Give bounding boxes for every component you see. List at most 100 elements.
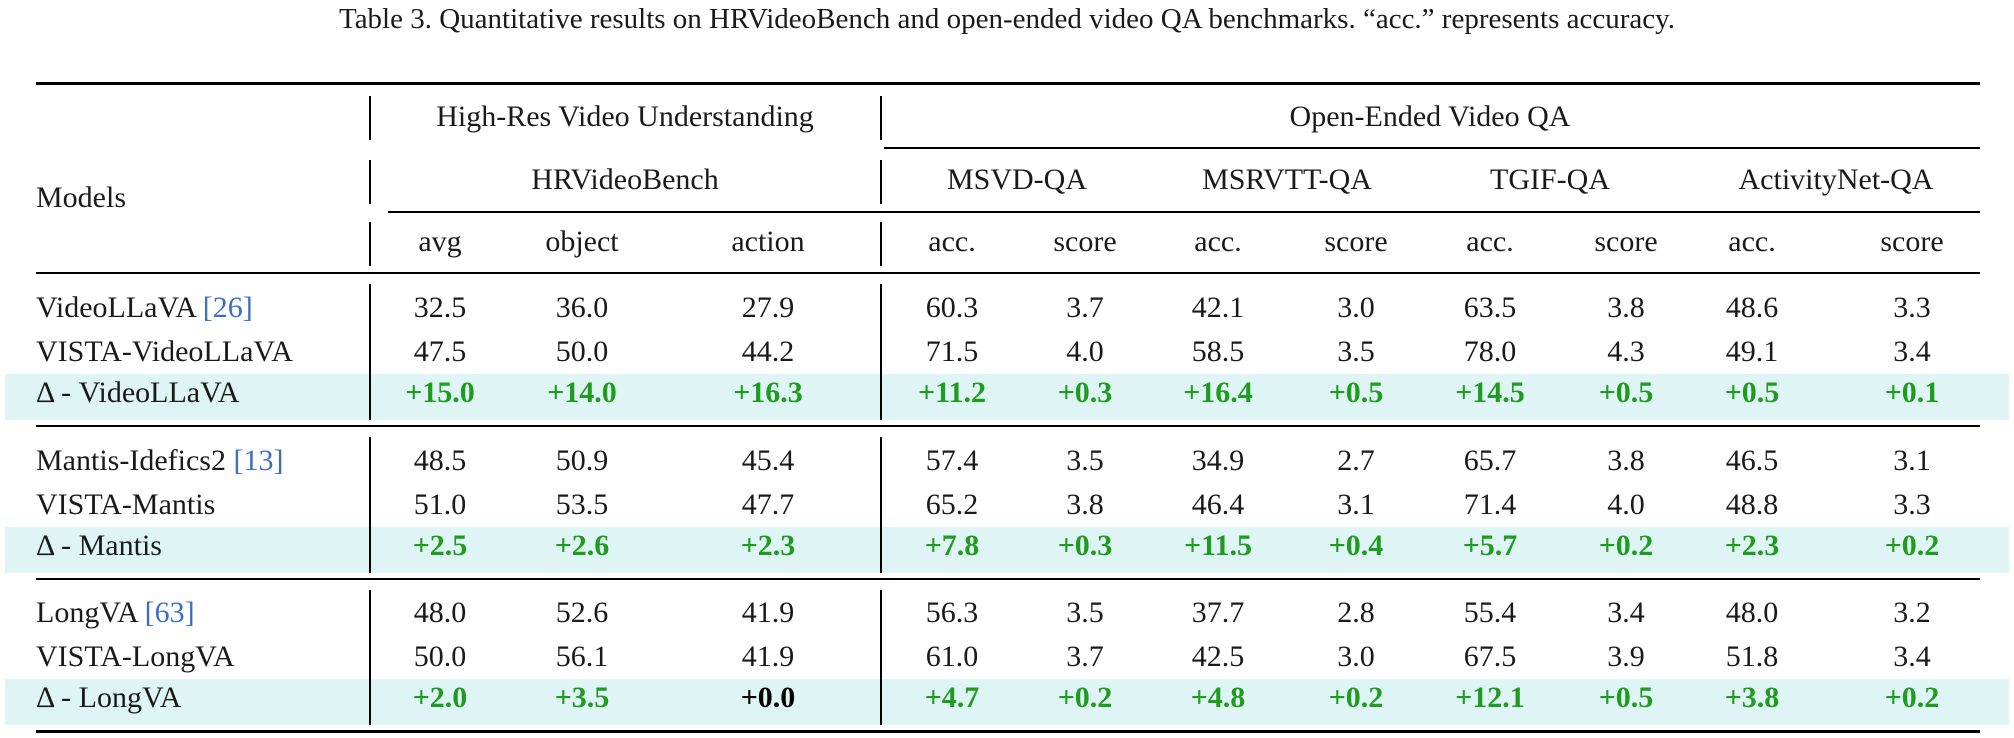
table-cell: 4.0 bbox=[1607, 488, 1645, 521]
metric-header: score bbox=[1594, 225, 1658, 258]
models-header: Models bbox=[36, 181, 126, 214]
table-cell: 3.8 bbox=[1607, 444, 1645, 477]
table-cell: 67.5 bbox=[1463, 640, 1517, 673]
table-cell: 3.1 bbox=[1337, 488, 1375, 521]
table-cell: 48.5 bbox=[413, 444, 467, 477]
bench-header-activitynet: ActivityNet-QA bbox=[1738, 163, 1934, 196]
table-cell: 48.8 bbox=[1725, 488, 1779, 521]
table-cell: 50.0 bbox=[413, 640, 467, 673]
bench-header-msvd: MSVD-QA bbox=[946, 163, 1088, 196]
table-cell: 3.0 bbox=[1337, 640, 1375, 673]
bottom-rule bbox=[36, 730, 1980, 733]
model-name-text: Mantis-Idefics2 bbox=[36, 444, 234, 477]
table-cell: 3.5 bbox=[1066, 444, 1104, 477]
group-rule-2 bbox=[36, 578, 1980, 580]
delta-cell: +0.3 bbox=[1057, 529, 1113, 562]
delta-cell: +0.2 bbox=[1057, 681, 1113, 714]
delta-cell: +3.5 bbox=[554, 681, 610, 714]
table-cell: 71.4 bbox=[1463, 488, 1517, 521]
table-cell: 50.0 bbox=[555, 335, 609, 368]
table-cell: 47.5 bbox=[413, 335, 467, 368]
metric-header: score bbox=[1880, 225, 1944, 258]
table-cell: 48.0 bbox=[413, 596, 467, 629]
table-caption: Table 3. Quantitative results on HRVideo… bbox=[339, 3, 1675, 35]
table-cell: 47.7 bbox=[741, 488, 795, 521]
table-cell: 3.8 bbox=[1607, 291, 1645, 324]
delta-cell: +4.8 bbox=[1190, 681, 1246, 714]
table-cell: 34.9 bbox=[1191, 444, 1245, 477]
table-cell: 42.1 bbox=[1191, 291, 1245, 324]
delta-cell: +0.2 bbox=[1598, 529, 1654, 562]
table-cell: 3.7 bbox=[1066, 291, 1104, 324]
metric-header: action bbox=[731, 225, 805, 258]
table-cell: 3.4 bbox=[1607, 596, 1645, 629]
model-name-text: VISTA-VideoLLaVA bbox=[36, 335, 293, 368]
table-cell: 3.5 bbox=[1066, 596, 1104, 629]
col-separator-open-ended bbox=[880, 590, 882, 725]
table-cell: 3.5 bbox=[1337, 335, 1375, 368]
col-separator-open-ended bbox=[880, 96, 882, 140]
table-cell: 61.0 bbox=[925, 640, 979, 673]
delta-cell: +7.8 bbox=[924, 529, 980, 562]
model-name-text: VISTA-LongVA bbox=[36, 640, 235, 673]
table-cell: 44.2 bbox=[741, 335, 795, 368]
group-header-open-ended: Open-Ended Video QA bbox=[1289, 100, 1571, 133]
model-name-text: LongVA bbox=[36, 596, 145, 629]
table-cell: 51.8 bbox=[1725, 640, 1779, 673]
model-name: VISTA-VideoLLaVA bbox=[36, 332, 293, 372]
delta-cell: +2.3 bbox=[1724, 529, 1780, 562]
metric-header: score bbox=[1053, 225, 1117, 258]
table-cell: 3.3 bbox=[1893, 291, 1931, 324]
table-cell: 2.7 bbox=[1337, 444, 1375, 477]
delta-cell: +5.7 bbox=[1462, 529, 1518, 562]
delta-cell: +11.5 bbox=[1184, 529, 1252, 562]
table-cell: 4.3 bbox=[1607, 335, 1645, 368]
table-cell: 51.0 bbox=[413, 488, 467, 521]
table-cell: 71.5 bbox=[925, 335, 979, 368]
delta-cell: +2.3 bbox=[740, 529, 796, 562]
col-separator-models bbox=[369, 160, 371, 204]
delta-cell: +0.5 bbox=[1328, 376, 1384, 409]
model-name-text: VISTA-Mantis bbox=[36, 488, 216, 521]
group-rule-1 bbox=[36, 425, 1980, 427]
table-cell: 48.0 bbox=[1725, 596, 1779, 629]
metric-header: avg bbox=[418, 225, 462, 258]
top-rule bbox=[36, 82, 1980, 85]
table-cell: 3.4 bbox=[1893, 640, 1931, 673]
col-separator-models bbox=[369, 590, 371, 725]
citation-link[interactable]: [63] bbox=[144, 596, 195, 629]
metric-header: acc. bbox=[928, 225, 976, 258]
table-cell: 52.6 bbox=[555, 596, 609, 629]
table-cell: 45.4 bbox=[741, 444, 795, 477]
col-separator-open-ended bbox=[880, 160, 882, 204]
metric-header: acc. bbox=[1728, 225, 1776, 258]
table-cell: 41.9 bbox=[741, 640, 795, 673]
citation-link[interactable]: [26] bbox=[202, 291, 253, 324]
model-name: Mantis-Idefics2 [13] bbox=[36, 441, 283, 481]
table-cell: 46.4 bbox=[1191, 488, 1245, 521]
group-header-high-res: High-Res Video Understanding bbox=[436, 100, 814, 133]
col-separator-open-ended bbox=[880, 437, 882, 573]
delta-row-label: Δ - Mantis bbox=[36, 529, 162, 562]
delta-cell: +3.8 bbox=[1724, 681, 1780, 714]
benchmark-rule bbox=[388, 211, 1980, 213]
table-cell: 56.1 bbox=[555, 640, 609, 673]
delta-highlight-1 bbox=[5, 374, 2009, 420]
delta-highlight-3 bbox=[5, 679, 2009, 725]
table-cell: 3.0 bbox=[1337, 291, 1375, 324]
delta-cell: +2.0 bbox=[412, 681, 468, 714]
metric-header: score bbox=[1324, 225, 1388, 258]
table-cell: 49.1 bbox=[1725, 335, 1779, 368]
delta-cell: +0.4 bbox=[1328, 529, 1384, 562]
delta-cell: +0.1 bbox=[1884, 376, 1940, 409]
citation-link[interactable]: [13] bbox=[233, 444, 284, 477]
delta-cell: +11.2 bbox=[918, 376, 986, 409]
table-cell: 48.6 bbox=[1725, 291, 1779, 324]
metric-header: acc. bbox=[1194, 225, 1242, 258]
table-cell: 57.4 bbox=[925, 444, 979, 477]
table-cell: 65.7 bbox=[1463, 444, 1517, 477]
delta-cell: +2.5 bbox=[412, 529, 468, 562]
table-cell: 78.0 bbox=[1463, 335, 1517, 368]
col-separator-models bbox=[369, 284, 371, 420]
table-cell: 27.9 bbox=[741, 291, 795, 324]
